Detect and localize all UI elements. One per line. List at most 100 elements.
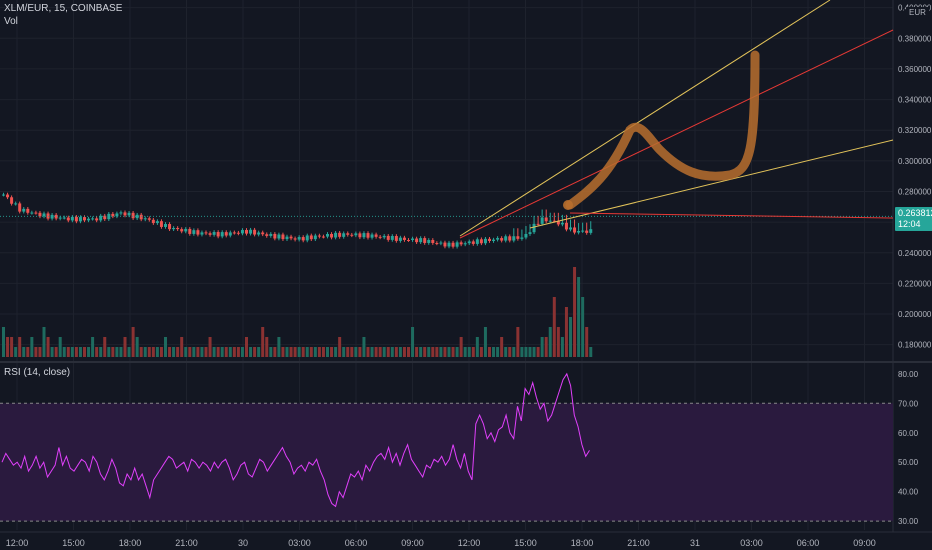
volume-bar [447,347,451,357]
x-tick-label: 03:00 [740,538,763,548]
volume-legend: Vol [4,16,21,27]
x-tick-label: 03:00 [288,538,311,548]
volume-bar [103,337,107,357]
candle-body [123,212,127,216]
candle-body [488,238,491,241]
volume-bar [123,337,127,357]
currency-label: EUR [909,8,926,17]
volume-bar [338,337,342,357]
volume-bar [289,347,293,357]
candle-body [479,239,483,244]
volume-bar [398,347,402,357]
candle-body [459,242,463,245]
trendline-mid [459,29,894,239]
volume-bar [585,327,589,357]
candle-body [524,233,528,238]
candle-body [504,236,508,241]
brush-drawing [565,50,760,210]
y-tick-label: 0.200000 [898,310,932,319]
volume-bar [504,347,508,357]
rsi-tick-label: 40.00 [898,488,919,497]
candle-body [281,234,285,240]
countdown-timer: 12:04 [898,219,921,229]
volume-bar [273,347,277,357]
rsi-tick-label: 60.00 [898,429,919,438]
y-tick-label: 0.240000 [898,249,932,258]
candle-body [350,234,354,236]
candle-body [386,235,390,240]
volume-bar [155,347,159,357]
volume-bar [74,347,78,357]
volume-bar [532,347,536,357]
rsi-legend: RSI (14, close) [4,367,73,378]
candle-body [520,237,524,239]
volume-bar [346,347,350,357]
volume-bar [62,347,66,357]
x-tick-label: 15:00 [62,538,85,548]
y-tick-label: 0.380000 [898,34,932,43]
volume-bar [111,347,115,357]
candle-body [66,217,70,221]
candle-body [577,231,581,233]
candle-body [569,227,572,230]
horizontal-line [569,212,894,219]
candle-body [257,232,261,235]
volume-bar [22,347,26,357]
candle-body [330,233,334,238]
candle-body [236,232,240,234]
volume-bar [455,347,459,357]
candle-body [58,217,62,219]
candle-body [447,242,451,247]
rsi-tick-label: 80.00 [898,370,919,379]
candle-body [346,233,350,235]
candle-body [208,233,212,235]
rsi-line [1,372,590,508]
candle-body [95,218,99,221]
volume-bar [6,337,10,357]
volume-label: Vol [4,16,18,27]
volume-bar [172,347,176,357]
currency-badge[interactable]: EUR [906,7,929,18]
volume-bar [151,347,155,357]
volume-bar [411,327,415,357]
x-tick-label: 12:00 [6,538,29,548]
candle-body [423,238,427,243]
x-tick-label: 18:00 [571,538,594,548]
candle-body [269,233,273,236]
candle-body [151,219,155,224]
volume-bar [451,347,455,357]
volume-bar [552,297,556,357]
candle-body [334,232,338,238]
candle-body [532,223,536,233]
candle-body [180,229,184,232]
rsi-tick-label: 70.00 [898,399,919,408]
candle-body [232,232,236,234]
volume-bar [463,347,467,357]
candle-body [26,208,30,213]
volume-bar [99,347,103,357]
volume-bar [419,347,423,357]
rsi-label: RSI (14, close) [4,367,71,378]
candle-body [354,233,358,236]
volume-bar [70,347,74,357]
volume-bar [423,347,427,357]
volume-bar [577,277,581,357]
candle-body [2,194,5,196]
candle-body [224,232,228,236]
candle-body [164,224,167,227]
volume-bar [321,347,325,357]
volume-bar [439,347,443,357]
candle-body [277,234,281,239]
volume-bar [46,337,50,357]
candle-body [573,227,577,233]
volume-bar [305,347,309,357]
volume-bar [168,347,172,357]
candle-body [245,230,248,234]
candle-body [427,239,431,243]
volume-bar [536,347,540,357]
candle-body [74,216,78,222]
volume-bar [556,327,560,357]
x-tick-label: 06:00 [797,538,820,548]
y-tick-label: 0.360000 [898,65,932,74]
